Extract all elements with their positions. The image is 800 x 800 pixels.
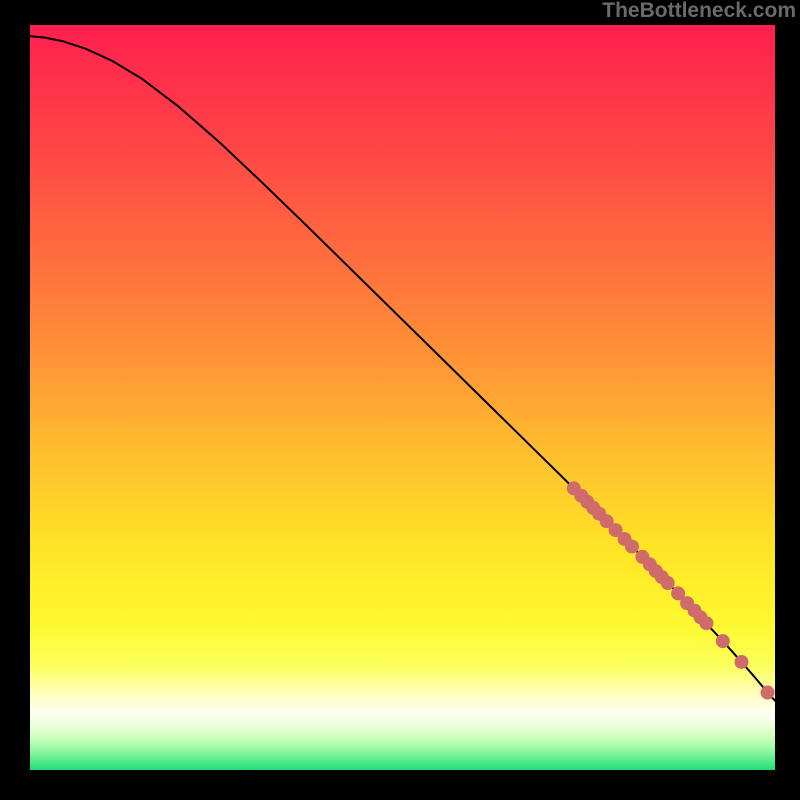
data-marker — [716, 634, 730, 648]
data-marker — [699, 616, 713, 630]
gradient-background — [30, 25, 775, 770]
data-marker — [661, 576, 675, 590]
data-marker — [734, 655, 748, 669]
attribution-label: TheBottleneck.com — [602, 0, 800, 21]
gradient-chart — [30, 25, 775, 770]
data-marker — [625, 540, 639, 554]
data-marker — [761, 686, 775, 700]
